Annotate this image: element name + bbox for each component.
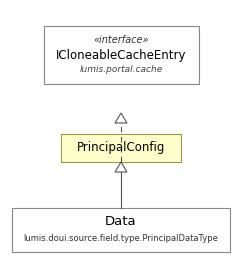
Bar — [12, 208, 230, 252]
Text: ICloneableCacheEntry: ICloneableCacheEntry — [56, 49, 186, 62]
Bar — [43, 26, 199, 84]
Text: lumis.portal.cache: lumis.portal.cache — [79, 65, 163, 74]
Text: lumis.doui.source.field.type.PrincipalDataType: lumis.doui.source.field.type.PrincipalDa… — [24, 234, 218, 243]
Text: Data: Data — [105, 215, 137, 228]
Text: PrincipalConfig: PrincipalConfig — [77, 142, 165, 154]
Text: «interface»: «interface» — [93, 35, 149, 45]
Bar — [61, 134, 181, 162]
